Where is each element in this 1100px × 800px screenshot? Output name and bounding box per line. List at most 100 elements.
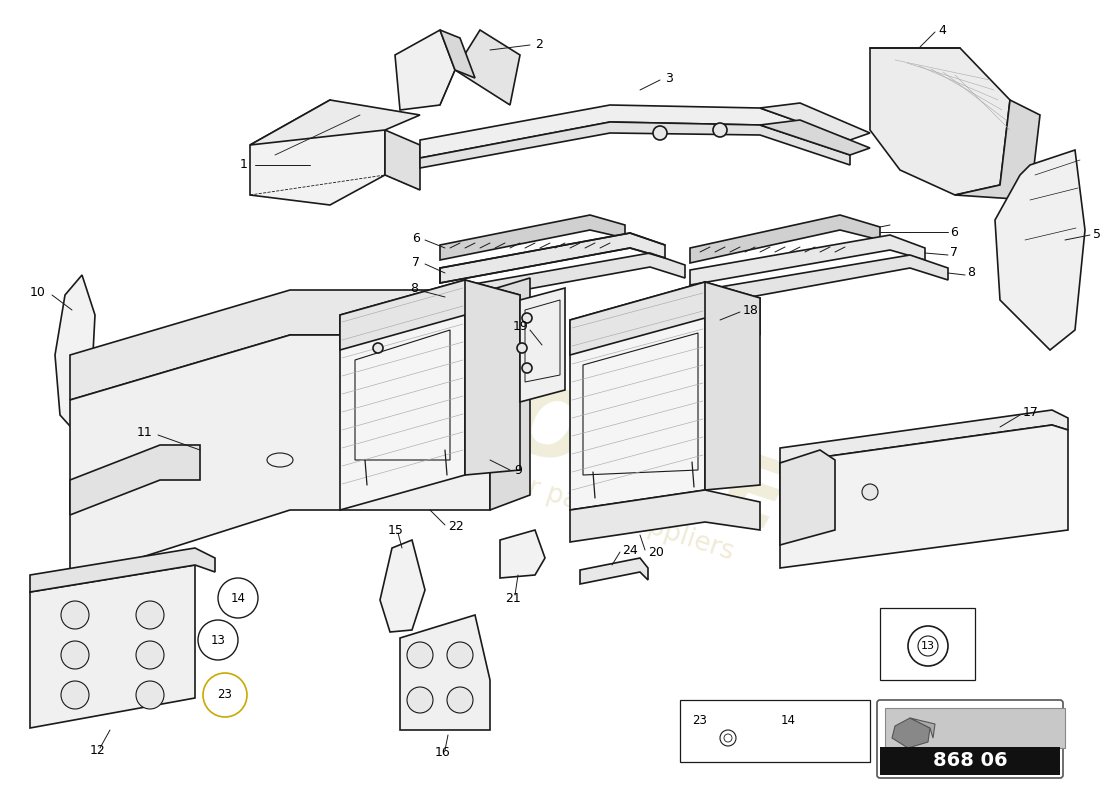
Text: 19: 19 [513,321,528,334]
Polygon shape [465,280,520,475]
Circle shape [60,601,89,629]
Polygon shape [580,558,648,584]
Circle shape [136,681,164,709]
Polygon shape [780,450,835,545]
Bar [880,747,1060,775]
Circle shape [136,601,164,629]
Circle shape [407,642,433,668]
Polygon shape [440,30,475,78]
Polygon shape [570,282,760,355]
Circle shape [522,313,532,323]
Polygon shape [395,30,455,110]
Text: 6: 6 [950,226,958,238]
Text: 18: 18 [742,303,759,317]
Circle shape [198,620,238,660]
Polygon shape [910,718,935,738]
Circle shape [60,641,89,669]
Polygon shape [55,275,95,435]
Polygon shape [455,30,520,105]
Polygon shape [760,120,870,155]
Text: a passion for parts suppliers: a passion for parts suppliers [373,425,737,566]
Text: 23: 23 [218,689,232,702]
Circle shape [908,626,948,666]
Polygon shape [30,565,195,728]
Polygon shape [340,280,465,510]
Text: 12: 12 [90,743,106,757]
Circle shape [517,343,527,353]
Polygon shape [570,490,760,542]
Text: 17: 17 [1023,406,1038,419]
Text: 15: 15 [388,523,404,537]
Polygon shape [30,548,214,592]
Text: 2: 2 [535,38,543,51]
Text: 1: 1 [240,158,248,171]
Polygon shape [420,122,850,168]
Text: 23: 23 [693,714,707,726]
Polygon shape [78,408,98,432]
Text: 21: 21 [505,591,521,605]
Polygon shape [500,530,544,578]
Polygon shape [780,425,1068,568]
Circle shape [713,123,727,137]
Circle shape [653,126,667,140]
Text: 10: 10 [30,286,46,298]
Text: 6: 6 [412,231,420,245]
Text: 14: 14 [231,591,245,605]
Polygon shape [780,410,1068,463]
Circle shape [522,363,532,373]
Polygon shape [705,282,760,490]
Circle shape [447,687,473,713]
Polygon shape [570,282,705,510]
Text: 4: 4 [938,23,946,37]
Circle shape [720,730,736,746]
Text: 13: 13 [210,634,225,646]
Polygon shape [996,150,1085,350]
Text: 8: 8 [410,282,418,295]
Polygon shape [760,103,870,140]
Polygon shape [690,215,880,263]
Circle shape [407,687,433,713]
Bar [880,608,975,680]
Polygon shape [70,445,200,515]
Polygon shape [690,235,925,285]
Text: 16: 16 [436,746,451,759]
Polygon shape [690,255,948,308]
Polygon shape [385,130,420,190]
Text: 11: 11 [136,426,152,438]
Polygon shape [250,100,385,205]
Polygon shape [490,278,530,510]
Text: 14: 14 [781,714,795,726]
Polygon shape [70,290,490,400]
Text: 24: 24 [621,543,638,557]
Polygon shape [520,288,565,402]
Circle shape [373,343,383,353]
Polygon shape [892,718,929,748]
Polygon shape [70,335,490,580]
Text: 8: 8 [967,266,975,279]
Circle shape [204,673,248,717]
Text: 7: 7 [950,246,958,259]
Text: 868 06: 868 06 [933,751,1008,770]
Polygon shape [440,253,685,305]
Text: 20: 20 [648,546,664,559]
Circle shape [60,681,89,709]
Circle shape [136,641,164,669]
Polygon shape [440,215,625,260]
Polygon shape [420,105,850,158]
Text: 22: 22 [448,519,464,533]
Circle shape [218,578,258,618]
Circle shape [918,636,938,656]
Text: 5: 5 [1093,229,1100,242]
Polygon shape [440,233,666,283]
Polygon shape [955,100,1040,200]
Polygon shape [340,280,520,350]
Bar [886,708,1065,748]
Polygon shape [400,615,490,730]
Text: 9: 9 [514,463,521,477]
Polygon shape [870,48,1010,195]
Text: CLIFFORCES: CLIFFORCES [218,286,862,574]
Polygon shape [250,100,420,145]
Text: 13: 13 [921,641,935,651]
Circle shape [724,734,732,742]
Circle shape [862,484,878,500]
